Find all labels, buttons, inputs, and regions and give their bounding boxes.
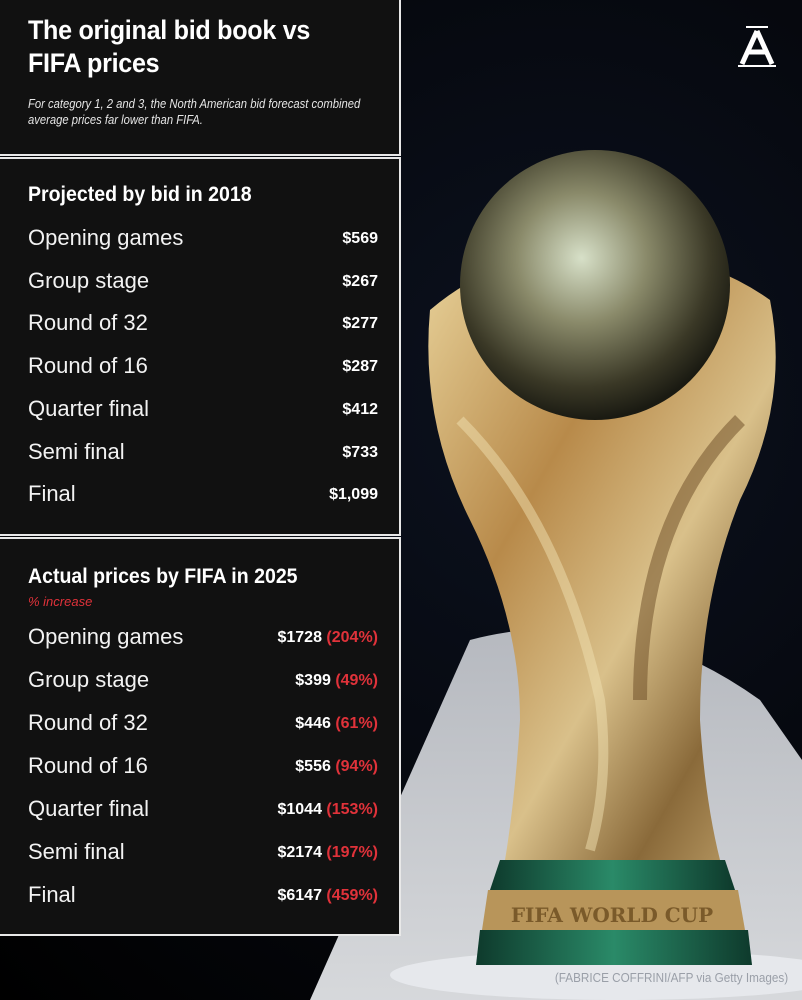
price-amount: $1044 (277, 801, 322, 818)
price-value: $1,099 (329, 486, 378, 504)
section-title: Actual prices by FIFA in 2025 (28, 565, 298, 588)
stage-label: Semi final (28, 839, 125, 864)
stage-label: Final (28, 882, 76, 907)
price-row: Quarter final $1044 (153%) (28, 796, 378, 826)
photo-credit: (FABRICE COFFRINI/AFP via Getty Images) (554, 970, 788, 985)
price-value: $446 (61%) (295, 715, 378, 733)
trophy-base-text: FIFA WORLD CUP (511, 903, 713, 927)
price-row: Round of 16 $287 (28, 353, 378, 383)
stage-label: Round of 16 (28, 753, 148, 778)
price-value: $412 (342, 400, 378, 418)
price-value: $277 (342, 315, 378, 333)
price-row: Round of 32 $446 (61%) (28, 710, 378, 740)
trophy-base-band-top (490, 860, 735, 890)
price-row: Group stage $267 (28, 268, 378, 298)
price-amount: $2174 (277, 844, 322, 861)
header-panel: The original bid book vs FIFA prices For… (0, 0, 401, 156)
price-row: Opening games $569 (28, 225, 378, 255)
price-row: Semi final $2174 (197%) (28, 839, 378, 869)
percent-increase: (197%) (326, 844, 378, 861)
stage-label: Round of 32 (28, 310, 148, 336)
price-row: Quarter final $412 (28, 396, 378, 426)
price-row: Opening games $1728 (204%) (28, 624, 378, 654)
price-value: $6147 (459%) (277, 887, 378, 905)
price-row: Final $6147 (459%) (28, 882, 378, 912)
stage-label: Opening games (28, 225, 184, 250)
trophy-body (428, 250, 776, 860)
trophy-base-text-band (482, 890, 745, 930)
price-row: Round of 32 $277 (28, 310, 378, 340)
price-value: $1728 (204%) (277, 629, 378, 647)
the-athletic-logo-icon (738, 26, 776, 67)
price-row: Group stage $399 (49%) (28, 667, 378, 697)
price-value: $733 (342, 443, 378, 461)
price-value: $399 (49%) (295, 672, 378, 690)
price-row: Semi final $733 (28, 439, 378, 469)
price-row: Round of 16 $556 (94%) (28, 753, 378, 783)
price-value: $1044 (153%) (277, 801, 378, 819)
section-title: Projected by bid in 2018 (28, 183, 252, 206)
percent-increase: (153%) (326, 801, 378, 818)
stage-label: Opening games (28, 624, 184, 649)
stage-label: Round of 32 (28, 710, 148, 735)
percent-increase: (61%) (335, 715, 378, 732)
stage-label: Quarter final (28, 395, 150, 421)
percent-increase: (94%) (335, 758, 378, 775)
price-amount: $1728 (277, 629, 322, 646)
fifa-prices-panel: Actual prices by FIFA in 2025 % increase… (0, 537, 401, 936)
stage-label: Quarter final (28, 796, 150, 821)
trophy-base-band-bottom (476, 930, 752, 965)
price-amount: $446 (295, 715, 331, 732)
price-value: $287 (342, 358, 378, 376)
price-value: $569 (342, 230, 378, 247)
trophy-globe (460, 150, 730, 420)
price-value: $556 (94%) (295, 758, 378, 776)
bid-prices-panel: Projected by bid in 2018 Opening games $5… (0, 157, 401, 536)
price-row: Final $1,099 (28, 481, 378, 511)
price-value: $267 (342, 272, 378, 290)
stage-label: Final (28, 481, 76, 507)
price-amount: $556 (295, 758, 331, 775)
price-amount: $6147 (277, 887, 322, 904)
stage-label: Round of 16 (28, 353, 148, 379)
page-subtitle: For category 1, 2 and 3, the North Ameri… (28, 97, 361, 127)
percent-increase: (204%) (326, 629, 378, 646)
section-subtitle: % increase (28, 594, 93, 609)
stage-label: Group stage (28, 667, 150, 692)
page-title: The original bid book vs FIFA prices (28, 15, 311, 78)
price-amount: $399 (295, 672, 331, 689)
percent-increase: (459%) (326, 887, 378, 904)
stage-label: Group stage (28, 267, 150, 293)
stage-label: Semi final (28, 438, 125, 464)
price-value: $2174 (197%) (277, 844, 378, 862)
percent-increase: (49%) (335, 672, 378, 689)
